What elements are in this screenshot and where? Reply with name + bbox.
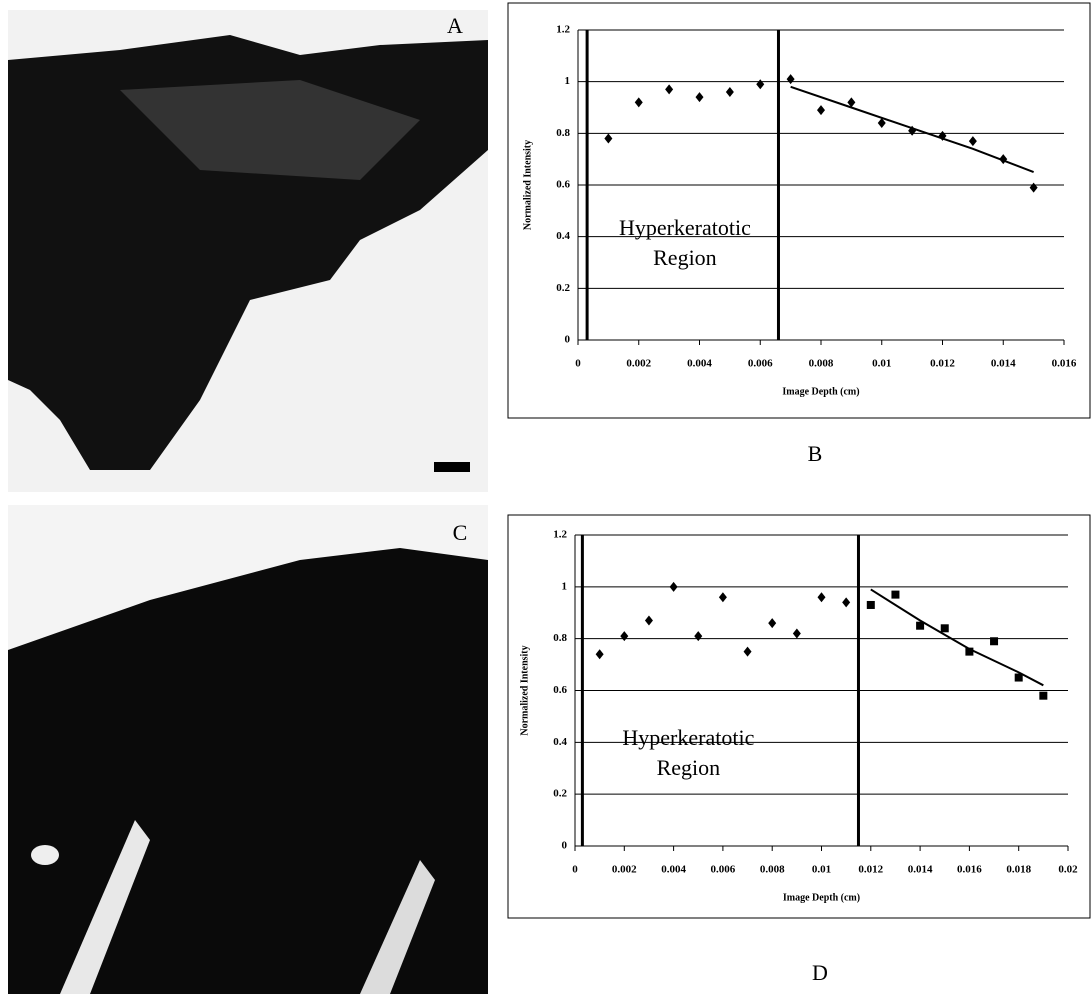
x-tick-label: 0.008 [809, 358, 834, 370]
x-tick-label: 0.014 [991, 358, 1016, 370]
y-tick-label: 1 [562, 580, 568, 592]
annotation: Hyperkeratotic [622, 725, 754, 750]
point [1039, 691, 1048, 700]
y-tick-label: 0.8 [556, 127, 570, 139]
chart-frame [507, 2, 1091, 419]
y-axis-label: Normalized Intensity [522, 140, 533, 230]
annotation: Hyperkeratotic [619, 215, 751, 240]
point [725, 87, 734, 97]
y-tick-label: 0.6 [553, 684, 567, 696]
point [891, 590, 900, 599]
chart-frame [507, 514, 1091, 919]
point [644, 615, 653, 626]
point [792, 628, 801, 639]
trend-line [870, 588, 1044, 687]
point [968, 136, 977, 147]
panel-label: A [447, 13, 463, 38]
point [634, 97, 643, 108]
x-tick-label: 0.01 [812, 864, 831, 876]
micrograph-a: A [8, 10, 488, 492]
x-axis-label: Image Depth (cm) [782, 386, 859, 397]
point [1029, 182, 1038, 193]
panel-label: B [808, 441, 823, 466]
y-tick-label: 0.6 [556, 179, 570, 191]
y-tick-label: 0.8 [553, 632, 567, 644]
point [665, 84, 674, 95]
x-tick-label: 0.018 [1006, 864, 1031, 876]
y-tick-label: 0 [562, 840, 568, 852]
point [817, 105, 825, 116]
y-tick-label: 0.4 [553, 736, 567, 748]
point [695, 92, 704, 103]
point [847, 97, 856, 108]
x-tick-label: 0 [572, 864, 578, 876]
point [916, 621, 925, 630]
point [877, 118, 886, 128]
point [768, 618, 777, 629]
point [817, 592, 826, 603]
point [669, 581, 678, 592]
x-tick-label: 0.014 [908, 864, 933, 876]
point [604, 133, 613, 144]
y-tick-label: 1.2 [556, 24, 570, 36]
y-tick-label: 0.4 [556, 230, 570, 242]
x-tick-label: 0.016 [957, 864, 982, 876]
y-tick-label: 1 [565, 75, 571, 87]
point [940, 624, 949, 633]
x-tick-label: 0 [575, 358, 581, 370]
point [842, 597, 851, 608]
micrograph-c: C [8, 505, 488, 994]
y-tick-label: 0.2 [553, 788, 567, 800]
x-tick-label: 0.012 [930, 358, 955, 370]
point [694, 631, 703, 642]
point [718, 592, 727, 603]
y-tick-label: 0 [565, 334, 571, 346]
x-tick-label: 0.004 [687, 358, 712, 370]
trend-line [790, 85, 1034, 174]
x-tick-label: 0.002 [612, 864, 637, 876]
annotation: Region [657, 755, 721, 780]
x-tick-label: 0.006 [711, 864, 736, 876]
y-tick-label: 1.2 [553, 529, 567, 541]
panel-label: D [812, 960, 828, 985]
x-tick-label: 0.016 [1052, 358, 1077, 370]
point [620, 631, 629, 642]
point [595, 649, 604, 660]
x-tick-label: 0.004 [661, 864, 686, 876]
point [866, 600, 875, 609]
x-tick-label: 0.006 [748, 358, 773, 370]
annotation: Region [653, 245, 717, 270]
x-tick-label: 0.02 [1058, 864, 1078, 876]
x-tick-label: 0.008 [760, 864, 785, 876]
point [1014, 673, 1023, 682]
panel-label: C [453, 520, 468, 545]
point [990, 637, 999, 646]
x-axis-label: Image Depth (cm) [783, 892, 860, 903]
point [786, 74, 795, 85]
point [965, 647, 974, 656]
x-tick-label: 0.01 [872, 358, 891, 370]
point [756, 79, 765, 90]
x-tick-label: 0.002 [626, 358, 651, 370]
point [743, 646, 752, 657]
y-axis-label: Normalized Intensity [519, 645, 530, 735]
x-tick-label: 0.012 [858, 864, 883, 876]
y-tick-label: 0.2 [556, 282, 570, 294]
